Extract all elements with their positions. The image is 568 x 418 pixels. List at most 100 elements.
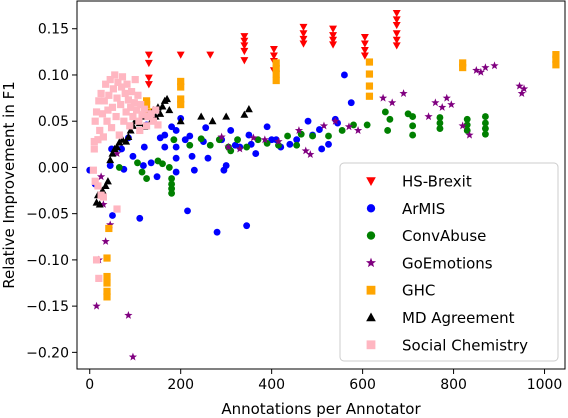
point-social-chemistry xyxy=(132,106,141,114)
point-ghc xyxy=(552,51,560,59)
point-convabuse xyxy=(134,159,141,167)
point-goemotions xyxy=(472,66,481,74)
point-convabuse xyxy=(363,121,371,129)
legend-item-armis: ArMIS xyxy=(366,200,445,218)
point-goemotions xyxy=(442,93,451,102)
point-social-chemistry xyxy=(114,78,122,86)
point-hs-brexit xyxy=(392,9,401,18)
point-hs-brexit xyxy=(299,30,308,38)
point-ghc xyxy=(459,59,467,67)
series-ghc xyxy=(103,51,560,301)
point-hs-brexit xyxy=(299,23,308,32)
point-ghc xyxy=(177,100,185,109)
point-convabuse xyxy=(138,168,146,176)
point-social-chemistry xyxy=(127,103,135,111)
point-convabuse xyxy=(234,136,241,144)
point-social-chemistry xyxy=(147,110,155,118)
point-hs-brexit xyxy=(144,74,153,82)
point-hs-brexit xyxy=(206,51,215,59)
point-social-chemistry xyxy=(113,205,121,213)
point-goemotions xyxy=(476,67,485,76)
point-md-agreement xyxy=(244,105,253,113)
point-convabuse xyxy=(481,113,489,120)
point-social-chemistry xyxy=(121,89,129,98)
point-armis xyxy=(190,166,198,174)
point-armis xyxy=(172,143,180,151)
point-hs-brexit xyxy=(144,81,153,89)
point-hs-brexit xyxy=(360,52,369,60)
point-social-chemistry xyxy=(99,193,107,201)
point-goemotions xyxy=(224,142,233,151)
point-social-chemistry xyxy=(108,103,117,111)
point-goemotions xyxy=(515,81,524,90)
point-ghc xyxy=(272,76,280,85)
y-tick-label: −0.05 xyxy=(26,207,69,223)
point-goemotions xyxy=(447,100,456,109)
point-md-agreement xyxy=(240,110,249,118)
point-goemotions xyxy=(260,135,269,144)
point-convabuse xyxy=(168,189,176,197)
point-social-chemistry xyxy=(92,108,101,116)
point-goemotions xyxy=(519,84,529,93)
point-social-chemistry xyxy=(135,117,143,125)
point-ghc xyxy=(103,293,111,301)
point-social-chemistry xyxy=(123,80,131,88)
point-social-chemistry xyxy=(94,182,102,190)
point-social-chemistry xyxy=(124,96,132,104)
point-armis xyxy=(304,117,312,125)
x-axis-title: Annotations per Annotator xyxy=(221,400,421,418)
point-md-agreement xyxy=(158,102,167,110)
point-social-chemistry xyxy=(140,105,148,113)
point-convabuse xyxy=(463,115,471,123)
point-ghc xyxy=(142,100,151,109)
point-social-chemistry xyxy=(95,97,103,105)
point-md-agreement xyxy=(101,181,110,189)
point-armis xyxy=(172,127,180,134)
point-hs-brexit xyxy=(144,59,153,68)
point-social-chemistry xyxy=(92,256,101,264)
point-goemotions xyxy=(97,172,106,181)
point-ghc xyxy=(177,77,185,86)
point-armis xyxy=(129,152,137,160)
point-convabuse xyxy=(386,115,394,123)
point-social-chemistry xyxy=(100,97,108,105)
point-social-chemistry xyxy=(136,126,144,135)
point-hs-brexit xyxy=(329,32,338,40)
point-goemotions xyxy=(517,89,526,97)
point-armis xyxy=(188,152,196,160)
point-armis xyxy=(184,207,191,215)
point-convabuse xyxy=(338,127,346,134)
point-armis xyxy=(161,131,169,139)
point-social-chemistry xyxy=(102,80,110,88)
point-hs-brexit xyxy=(329,25,338,33)
point-social-chemistry xyxy=(149,117,158,125)
point-armis xyxy=(341,71,348,79)
point-goemotions xyxy=(101,237,110,245)
legend-marker-social-chemistry xyxy=(366,340,376,350)
point-goemotions xyxy=(124,311,133,319)
point-armis xyxy=(213,228,221,236)
point-armis xyxy=(168,123,176,131)
legend-marker-hs-brexit xyxy=(366,177,376,187)
point-social-chemistry xyxy=(142,122,151,130)
point-convabuse xyxy=(159,160,166,168)
point-social-chemistry xyxy=(118,73,127,81)
point-goemotions xyxy=(438,103,447,111)
point-convabuse xyxy=(206,141,214,149)
point-ghc xyxy=(177,83,185,91)
point-social-chemistry xyxy=(98,110,107,118)
point-armis xyxy=(227,127,235,134)
point-social-chemistry xyxy=(117,83,126,91)
legend-label-social-chemistry: Social Chemistry xyxy=(402,336,528,354)
x-tick-label: 600 xyxy=(349,377,376,393)
point-ghc xyxy=(552,55,560,63)
point-ghc xyxy=(272,64,280,73)
point-convabuse xyxy=(186,141,194,149)
point-convabuse xyxy=(384,127,392,134)
point-armis xyxy=(109,212,116,219)
legend-label-ghc: GHC xyxy=(402,282,435,300)
y-axis-title: Relative Improvement in F1 xyxy=(0,81,18,289)
point-armis xyxy=(161,143,169,151)
point-social-chemistry xyxy=(127,88,136,96)
point-goemotions xyxy=(353,126,363,134)
